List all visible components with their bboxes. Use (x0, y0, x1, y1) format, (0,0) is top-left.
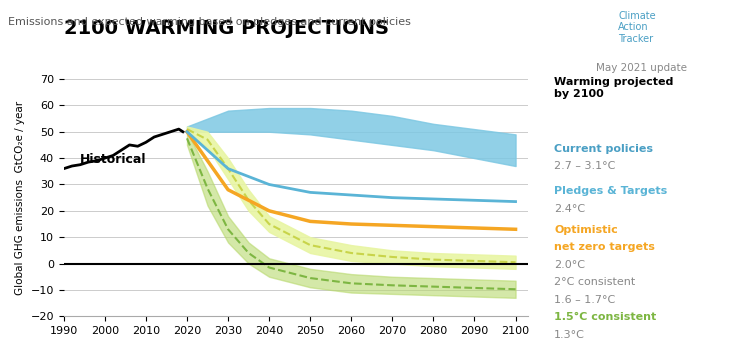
Text: 2.7 – 3.1°C: 2.7 – 3.1°C (554, 161, 615, 171)
Text: Warming projected
by 2100: Warming projected by 2100 (554, 77, 673, 99)
Text: 2°C consistent: 2°C consistent (554, 277, 636, 287)
Text: 1.6 – 1.7°C: 1.6 – 1.7°C (554, 295, 615, 305)
Text: 1.5°C consistent: 1.5°C consistent (554, 312, 657, 322)
Text: 2100 WARMING PROJECTIONS: 2100 WARMING PROJECTIONS (64, 19, 389, 38)
Text: 2.4°C: 2.4°C (554, 204, 585, 213)
Text: 2.0°C: 2.0°C (554, 260, 585, 270)
Text: net zero targets: net zero targets (554, 242, 655, 252)
Text: Emissions and expected warming based on pledges and current policies: Emissions and expected warming based on … (8, 16, 410, 27)
Text: Current policies: Current policies (554, 144, 653, 154)
Y-axis label: Global GHG emissions  GtCO₂e / year: Global GHG emissions GtCO₂e / year (15, 101, 25, 295)
Text: 1.3°C: 1.3°C (554, 330, 585, 340)
Text: May 2021 update: May 2021 update (596, 63, 687, 73)
Text: Pledges & Targets: Pledges & Targets (554, 186, 667, 196)
Text: Climate
Action
Tracker: Climate Action Tracker (618, 11, 656, 44)
Text: Optimistic: Optimistic (554, 225, 618, 234)
Text: Historical: Historical (80, 153, 147, 166)
